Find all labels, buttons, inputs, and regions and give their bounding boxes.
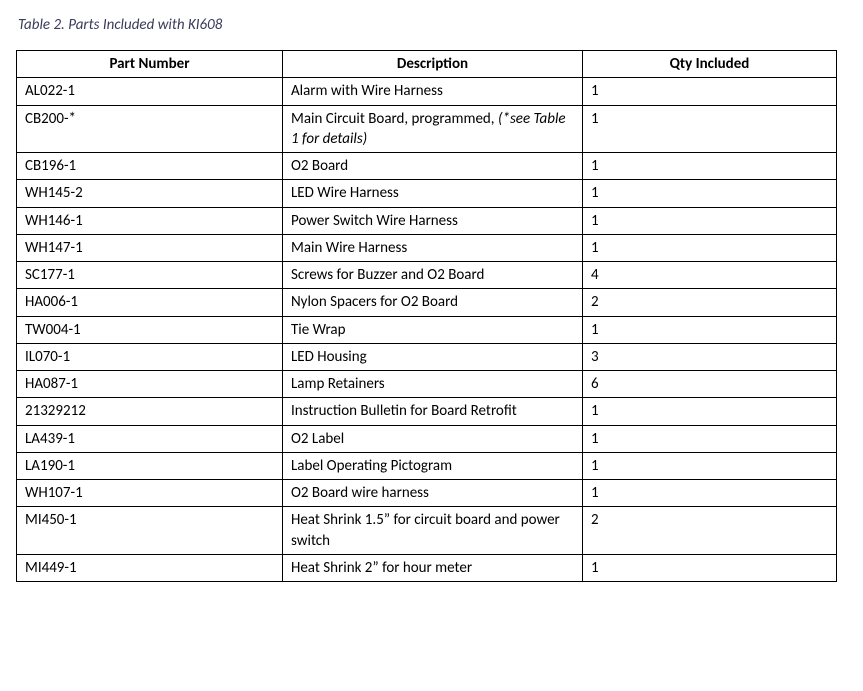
cell-part-number: CB196-1 (17, 153, 283, 180)
cell-qty: 1 (583, 398, 837, 425)
desc-text: LED Wire Harness (291, 184, 399, 202)
cell-part-number: SC177-1 (17, 262, 283, 289)
cell-qty: 1 (583, 316, 837, 343)
cell-description: O2 Board (283, 153, 583, 180)
cell-part-number: LA190-1 (17, 452, 283, 479)
cell-qty: 3 (583, 343, 837, 370)
cell-description: Power Switch Wire Harness (283, 207, 583, 234)
cell-qty: 1 (583, 207, 837, 234)
table-row: CB196-1 O2 Board 1 (17, 153, 837, 180)
cell-part-number: HA006-1 (17, 289, 283, 316)
desc-text: Power Switch Wire Harness (291, 212, 458, 230)
desc-text: Main Wire Harness (291, 239, 407, 257)
table-row: WH145-2 LED Wire Harness 1 (17, 180, 837, 207)
table-row: SC177-1 Screws for Buzzer and O2 Board 4 (17, 262, 837, 289)
cell-part-number: TW004-1 (17, 316, 283, 343)
desc-text: Label Operating Pictogram (291, 457, 452, 475)
table-row: HA087-1 Lamp Retainers 6 (17, 371, 837, 398)
table-row: 21329212 Instruction Bulletin for Board R… (17, 398, 837, 425)
table-row: LA190-1 Label Operating Pictogram 1 (17, 452, 837, 479)
desc-text: Main Circuit Board, programmed, (291, 110, 498, 128)
table-row: WH147-1 Main Wire Harness 1 (17, 234, 837, 261)
cell-part-number: WH107-1 (17, 480, 283, 507)
cell-description: LED Wire Harness (283, 180, 583, 207)
cell-description: Alarm with Wire Harness (283, 78, 583, 105)
desc-text: O2 Board wire harness (291, 484, 429, 502)
cell-qty: 2 (583, 507, 837, 555)
cell-part-number: WH145-2 (17, 180, 283, 207)
cell-description: LED Housing (283, 343, 583, 370)
table-caption: Table 2. Parts Included with KI608 (18, 16, 847, 34)
cell-qty: 1 (583, 480, 837, 507)
cell-qty: 1 (583, 234, 837, 261)
cell-description: Lamp Retainers (283, 371, 583, 398)
cell-qty: 1 (583, 554, 837, 581)
desc-text: O2 Board (291, 157, 348, 175)
cell-part-number: AL022-1 (17, 78, 283, 105)
desc-text: LED Housing (291, 348, 367, 366)
cell-part-number: MI450-1 (17, 507, 283, 555)
table-row: WH146-1 Power Switch Wire Harness 1 (17, 207, 837, 234)
cell-description: O2 Label (283, 425, 583, 452)
parts-table: Part Number Description Qty Included AL0… (16, 50, 837, 582)
cell-qty: 1 (583, 78, 837, 105)
cell-part-number: WH146-1 (17, 207, 283, 234)
table-row: MI449-1 Heat Shrink 2” for hour meter 1 (17, 554, 837, 581)
col-header-part-number: Part Number (17, 51, 283, 78)
cell-qty: 1 (583, 153, 837, 180)
cell-description: Heat Shrink 1.5” for circuit board and p… (283, 507, 583, 555)
desc-text: Heat Shrink 1.5” for circuit board and p… (291, 511, 560, 549)
cell-description: Main Wire Harness (283, 234, 583, 261)
cell-part-number: WH147-1 (17, 234, 283, 261)
cell-description: Instruction Bulletin for Board Retrofit (283, 398, 583, 425)
cell-description: Screws for Buzzer and O2 Board (283, 262, 583, 289)
table-row: LA439-1 O2 Label 1 (17, 425, 837, 452)
desc-text: Alarm with Wire Harness (291, 82, 443, 100)
cell-qty: 1 (583, 105, 837, 153)
cell-qty: 1 (583, 180, 837, 207)
desc-text: O2 Label (291, 430, 344, 448)
table-row: HA006-1 Nylon Spacers for O2 Board 2 (17, 289, 837, 316)
desc-text: Heat Shrink 2” for hour meter (291, 559, 472, 577)
table-row: CB200-*Main Circuit Board, programmed, (… (17, 105, 837, 153)
cell-part-number: IL070-1 (17, 343, 283, 370)
desc-text: Instruction Bulletin for Board Retrofit (291, 402, 517, 420)
cell-description: Nylon Spacers for O2 Board (283, 289, 583, 316)
table-row: WH107-1 O2 Board wire harness 1 (17, 480, 837, 507)
desc-text: Screws for Buzzer and O2 Board (291, 266, 484, 284)
table-row: IL070-1 LED Housing 3 (17, 343, 837, 370)
table-body: AL022-1Alarm with Wire Harness1CB200-*Ma… (17, 78, 837, 582)
cell-description: Label Operating Pictogram (283, 452, 583, 479)
col-header-description: Description (283, 51, 583, 78)
cell-description: Heat Shrink 2” for hour meter (283, 554, 583, 581)
cell-part-number: LA439-1 (17, 425, 283, 452)
desc-text: Lamp Retainers (291, 375, 385, 393)
desc-text: Nylon Spacers for O2 Board (291, 293, 458, 311)
col-header-qty: Qty Included (583, 51, 837, 78)
desc-text: Tie Wrap (291, 321, 346, 339)
cell-part-number: CB200-* (17, 105, 283, 153)
cell-description: O2 Board wire harness (283, 480, 583, 507)
cell-part-number: MI449-1 (17, 554, 283, 581)
cell-qty: 1 (583, 452, 837, 479)
cell-qty: 1 (583, 425, 837, 452)
cell-description: Tie Wrap (283, 316, 583, 343)
cell-description: Main Circuit Board, programmed, (*see Ta… (283, 105, 583, 153)
table-row: AL022-1 Alarm with Wire Harness 1 (17, 78, 837, 105)
table-header-row: Part Number Description Qty Included (17, 51, 837, 78)
cell-qty: 4 (583, 262, 837, 289)
cell-part-number: HA087-1 (17, 371, 283, 398)
table-row: TW004-1 Tie Wrap 1 (17, 316, 837, 343)
table-row: MI450-1Heat Shrink 1.5” for circuit boar… (17, 507, 837, 555)
cell-qty: 2 (583, 289, 837, 316)
cell-qty: 6 (583, 371, 837, 398)
cell-part-number: 21329212 (17, 398, 283, 425)
